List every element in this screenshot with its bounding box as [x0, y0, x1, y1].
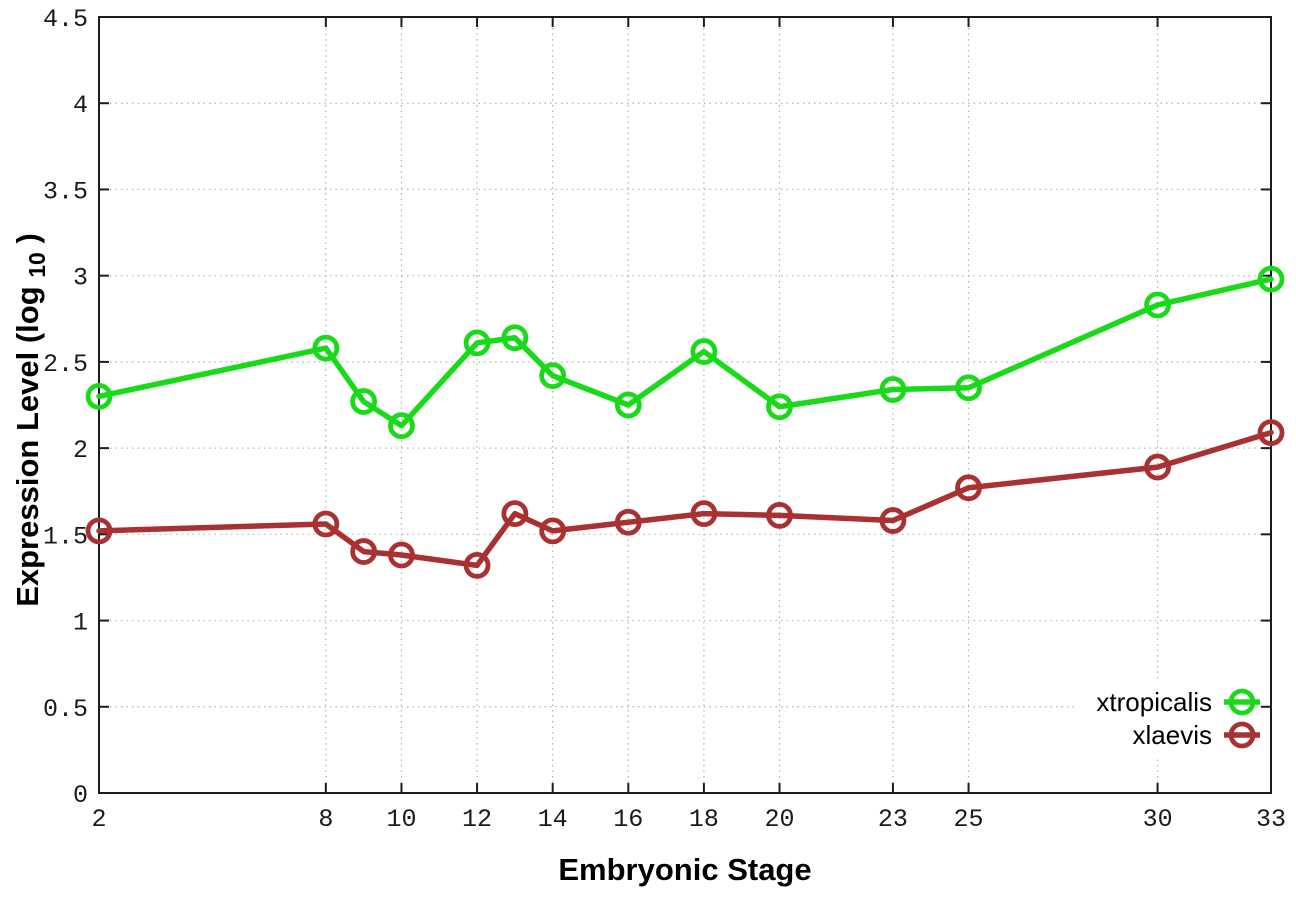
y-axis-title-end: )	[10, 233, 45, 243]
axes-layer: 2 8 10 12 14 16 18 20 23 25 30 33 0 0.5 1 1.5 2 2.5 3 3.5 4 4…	[43, 5, 1286, 834]
y-tick-label: 2.5	[43, 350, 88, 379]
data-point-xtropicalis	[1144, 291, 1171, 319]
data-point-xtropicalis	[955, 374, 982, 402]
legend-marker-circle-xtropicalis	[1228, 688, 1256, 716]
y-axis-title-subscript: 10	[24, 252, 50, 278]
data-point-xtropicalis	[1257, 265, 1285, 293]
grid-layer	[98, 16, 1272, 794]
data-point-xlaevis	[312, 510, 340, 538]
data-point-xlaevis	[1257, 419, 1285, 446]
data-point-xtropicalis	[501, 324, 529, 352]
x-tick-label: 16	[613, 805, 643, 834]
data-point-xlaevis	[1144, 453, 1171, 481]
data-point-xtropicalis	[85, 382, 113, 410]
y-tick-label: 1	[73, 609, 88, 638]
legend: xtropicalis xlaevis	[1078, 681, 1268, 757]
x-axis-title: Embryonic Stage	[558, 852, 811, 887]
legend-marker-circle-xlaevis	[1228, 721, 1256, 749]
series-layer	[85, 265, 1285, 579]
y-axis-title: Expression Level (log 10 )	[10, 233, 52, 607]
data-point-xtropicalis	[312, 334, 340, 362]
data-point-xtropicalis	[463, 329, 491, 357]
data-point-xtropicalis	[614, 391, 642, 419]
tick-layer: 2 8 10 12 14 16 18 20 23 25 30 33 0 0.5 1 1.5 2 2.5 3 3.5 4 4…	[43, 5, 1286, 834]
data-point-xlaevis	[85, 517, 113, 545]
y-axis-title-main: Expression Level (log	[10, 286, 45, 606]
data-point-xlaevis	[501, 500, 529, 528]
y-tick-label: 0	[73, 781, 88, 810]
data-point-xtropicalis	[539, 362, 567, 390]
data-point-xlaevis	[955, 474, 982, 502]
x-tick-label: 8	[318, 805, 333, 834]
plot-border	[98, 16, 1272, 794]
x-tick-label: 18	[689, 805, 719, 834]
legend-label-xlaevis: xlaevis	[1133, 720, 1212, 750]
data-point-xtropicalis	[388, 412, 415, 440]
data-point-xlaevis	[463, 551, 491, 579]
data-point-xlaevis	[879, 507, 907, 534]
data-point-xtropicalis	[766, 393, 793, 421]
y-tick-label: 2	[73, 436, 88, 465]
x-tick-label: 25	[954, 805, 984, 834]
data-point-xlaevis	[388, 541, 415, 569]
x-tick-label: 33	[1256, 805, 1286, 834]
legend-label-xtropicalis: xtropicalis	[1096, 687, 1212, 717]
x-tick-label: 12	[462, 805, 492, 834]
x-tick-label: 10	[386, 805, 416, 834]
series-line-xtropicalis	[96, 276, 1274, 429]
x-tick-label: 23	[878, 805, 908, 834]
data-point-xlaevis	[766, 501, 793, 529]
y-tick-label: 4	[73, 91, 88, 120]
data-point-xtropicalis	[350, 388, 378, 415]
data-point-xtropicalis	[879, 376, 907, 403]
data-point-xtropicalis	[690, 338, 718, 365]
series-line-xlaevis	[96, 429, 1274, 569]
data-point-xlaevis	[350, 538, 378, 565]
data-point-xlaevis	[539, 517, 567, 545]
y-tick-label: 3	[73, 264, 88, 293]
y-tick-label: 3.5	[43, 177, 88, 206]
y-tick-label: 1.5	[43, 522, 88, 551]
x-tick-label: 30	[1143, 805, 1173, 834]
data-point-xlaevis	[690, 500, 718, 528]
x-tick-label: 14	[538, 805, 568, 834]
x-tick-label: 2	[91, 805, 106, 834]
data-point-xlaevis	[614, 508, 642, 536]
y-tick-label: 0.5	[43, 695, 88, 724]
x-tick-label: 20	[765, 805, 795, 834]
y-tick-label: 4.5	[43, 5, 88, 34]
